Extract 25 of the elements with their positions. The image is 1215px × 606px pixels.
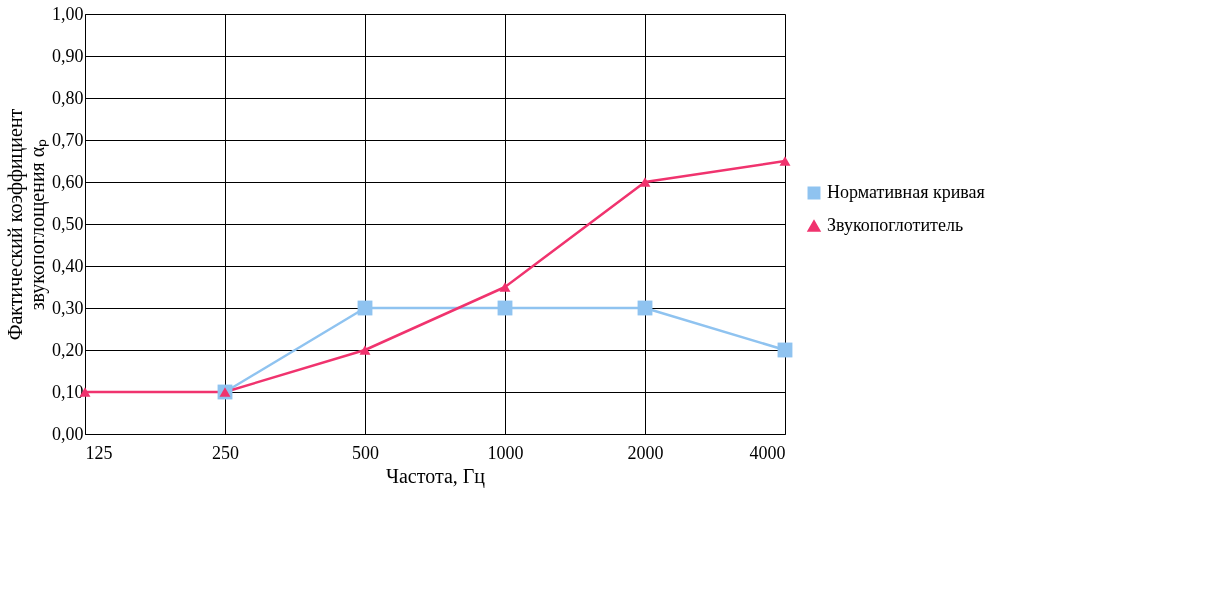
- x-tick-label: 125: [85, 442, 113, 463]
- legend-label: Нормативная кривая: [827, 182, 985, 202]
- y-tick-label: 0,80: [52, 87, 84, 108]
- y-tick-label: 0,40: [52, 255, 84, 276]
- y-tick-label: 0,00: [52, 423, 84, 444]
- x-tick-label: 2000: [627, 442, 664, 463]
- y-axis-title: Фактический коэффициент звукопоглощения αₚ: [4, 108, 49, 341]
- y-tick-label: 0,50: [52, 213, 84, 234]
- y-tick-label: 0,60: [52, 171, 84, 192]
- x-tick-label: 4000: [749, 442, 786, 463]
- point: [359, 345, 371, 355]
- point: [499, 282, 511, 292]
- y-tick-label: 0,20: [52, 339, 84, 360]
- y-tick-label: 0,10: [52, 381, 84, 402]
- x-axis-title: Частота, Гц: [385, 464, 486, 488]
- y-tick-label: 0,70: [52, 129, 84, 150]
- legend-label: Звукопоглотитель: [827, 215, 964, 235]
- x-tick-label: 1000: [487, 442, 524, 463]
- y-tick-label: 0,90: [52, 45, 84, 66]
- y-tick-label: 1,00: [52, 3, 84, 24]
- point: [639, 177, 651, 187]
- x-tick-label: 250: [212, 442, 239, 463]
- point: [779, 156, 791, 166]
- y-tick-label: 0,30: [52, 297, 84, 318]
- x-tick-label: 500: [352, 442, 379, 463]
